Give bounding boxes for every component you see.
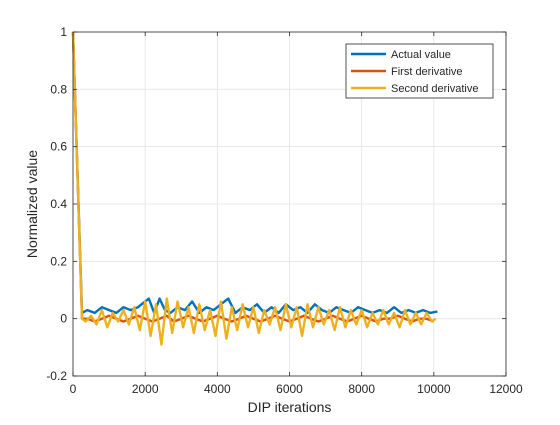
y-axis-label: Normalized value <box>24 150 40 258</box>
y-tick-label: 0 <box>60 312 67 326</box>
axis-ticks: 0 2000 4000 6000 8000 10000 12000-0.200.20.40.… <box>46 25 523 396</box>
legend: Actual value First derivative Second deriv… <box>345 43 494 99</box>
x-tick-label: 4000 <box>204 382 231 396</box>
y-tick-label: 0.8 <box>50 82 67 96</box>
legend-label-actual-value: Actual value <box>391 49 451 61</box>
y-tick-label: 0.6 <box>50 140 67 154</box>
y-tick-label: 1 <box>60 25 67 39</box>
y-tick-label: -0.2 <box>46 369 67 383</box>
x-tick-label: 6000 <box>276 382 303 396</box>
series-line-first-derivative <box>71 31 435 323</box>
x-tick-label: 2000 <box>132 382 159 396</box>
series-line-second-derivative <box>71 31 437 346</box>
y-tick-label: 0.4 <box>50 197 67 211</box>
series-lines <box>71 31 438 346</box>
legend-label-first-derivative: First derivative <box>391 66 463 78</box>
legend-label-second-derivative: Second derivative <box>391 83 478 95</box>
x-tick-label: 10000 <box>417 382 451 396</box>
y-tick-label: 0.2 <box>50 254 67 268</box>
x-axis-label: DIP iterations <box>248 399 332 415</box>
x-tick-label: 8000 <box>348 382 375 396</box>
x-tick-label: 12000 <box>489 382 523 396</box>
x-tick-label: 0 <box>70 382 77 396</box>
